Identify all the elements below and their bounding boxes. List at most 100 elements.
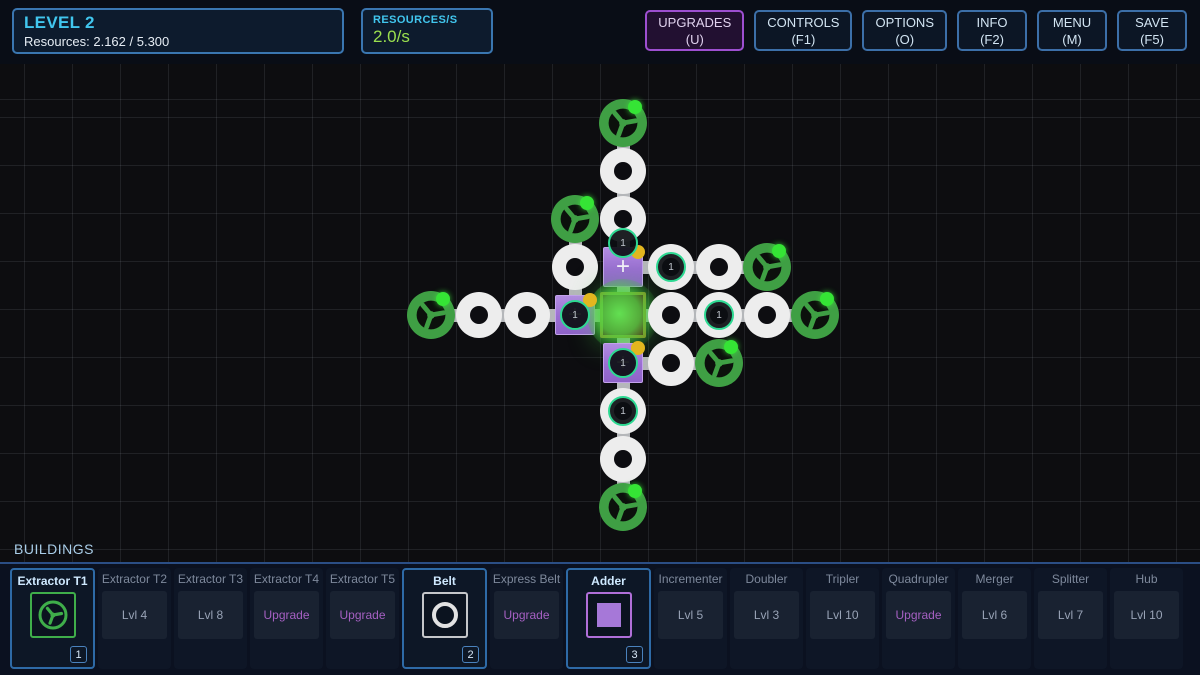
building-card-label: Extractor T1	[17, 574, 88, 588]
status-dot-green	[436, 292, 450, 306]
belt-tile[interactable]	[600, 436, 646, 482]
resource-item: 1	[704, 300, 734, 330]
upgrades-button-label: UPGRADES	[658, 14, 732, 30]
extractor-tile[interactable]	[695, 339, 743, 387]
upgrades-button-key: (U)	[685, 31, 704, 47]
status-dot-green	[724, 340, 738, 354]
adder-icon	[596, 603, 621, 627]
building-card-label: Extractor T4	[253, 572, 320, 586]
status-dot-green	[820, 292, 834, 306]
building-card-extractor-t2[interactable]: Extractor T2 Lvl 4	[98, 568, 171, 669]
building-card-tripler[interactable]: Tripler Lvl 10	[806, 568, 879, 669]
building-card-status: Lvl 10	[1114, 591, 1179, 639]
building-card-status: Upgrade	[330, 591, 395, 639]
resource-item: 1	[656, 252, 686, 282]
info-button-key: (F2)	[980, 31, 1004, 47]
info-button-label: INFO	[976, 14, 1008, 30]
belt-tile[interactable]	[552, 244, 598, 290]
extractor-icon	[38, 600, 67, 630]
resource-item: 1	[608, 396, 638, 426]
belt-tile[interactable]	[600, 148, 646, 194]
upgrades-button[interactable]: UPGRADES (U)	[645, 10, 745, 51]
building-card-extractor-t4[interactable]: Extractor T4 Upgrade	[250, 568, 323, 669]
building-card-status: Lvl 8	[178, 591, 243, 639]
building-card-doubler[interactable]: Doubler Lvl 3	[730, 568, 803, 669]
hub-glow	[587, 279, 659, 351]
building-cards: Extractor T1 1 Extractor T2 Lvl 4 Extractor …	[0, 564, 1200, 669]
belt-hole	[470, 306, 488, 324]
building-card-label: Extractor T2	[101, 572, 168, 586]
belt-hole	[518, 306, 536, 324]
resources-per-second-panel: RESOURCES/S 2.0/s	[361, 8, 493, 54]
building-card-label: Extractor T5	[329, 572, 396, 586]
building-card-extractor-t1[interactable]: Extractor T1 1	[10, 568, 95, 669]
building-card-label: Incrementer	[658, 572, 723, 586]
hotkey-badge: 1	[70, 646, 87, 663]
hotkey-badge: 3	[626, 646, 643, 663]
rps-label: RESOURCES/S	[373, 14, 458, 26]
resource-item: 1	[608, 228, 638, 258]
top-buttons: UPGRADES (U) CONTROLS (F1) OPTIONS (O) I…	[645, 10, 1187, 51]
top-bar: LEVEL 2 Resources: 2.162 / 5.300 RESOURC…	[0, 0, 1200, 64]
building-card-extractor-t5[interactable]: Extractor T5 Upgrade	[326, 568, 399, 669]
building-card-label: Quadrupler	[888, 572, 949, 586]
buildings-panel: Extractor T1 1 Extractor T2 Lvl 4 Extractor …	[0, 562, 1200, 675]
hub-tile[interactable]	[587, 279, 659, 351]
building-card-label: Belt	[433, 574, 456, 588]
options-button[interactable]: OPTIONS (O)	[862, 10, 947, 51]
belt-tile[interactable]	[696, 244, 742, 290]
belt-hole	[566, 258, 584, 276]
building-card-splitter[interactable]: Splitter Lvl 7	[1034, 568, 1107, 669]
menu-button[interactable]: MENU (M)	[1037, 10, 1107, 51]
hotkey-badge: 2	[462, 646, 479, 663]
building-card-belt[interactable]: Belt 2	[402, 568, 487, 669]
building-card-incrementer[interactable]: Incrementer Lvl 5	[654, 568, 727, 669]
menu-button-key: (M)	[1062, 31, 1082, 47]
options-button-label: OPTIONS	[875, 14, 934, 30]
belt-tile[interactable]	[504, 292, 550, 338]
building-card-status: Lvl 5	[658, 591, 723, 639]
resource-item: 1	[608, 348, 638, 378]
belt-tile[interactable]	[648, 340, 694, 386]
building-card-status: Upgrade	[886, 591, 951, 639]
buildings-section-title: BUILDINGS	[14, 541, 94, 557]
building-card-hub[interactable]: Hub Lvl 10	[1110, 568, 1183, 669]
save-button-key: (F5)	[1140, 31, 1164, 47]
building-card-label: Tripler	[825, 572, 860, 586]
belt-tile[interactable]	[744, 292, 790, 338]
status-dot-green	[628, 100, 642, 114]
belt-hole	[758, 306, 776, 324]
level-title: LEVEL 2	[24, 13, 95, 32]
level-panel: LEVEL 2 Resources: 2.162 / 5.300	[12, 8, 344, 54]
building-card-status: Lvl 7	[1038, 591, 1103, 639]
rps-value: 2.0/s	[373, 27, 410, 46]
building-card-extractor-t3[interactable]: Extractor T3 Lvl 8	[174, 568, 247, 669]
building-card-quadrupler[interactable]: Quadrupler Upgrade	[882, 568, 955, 669]
belt-hole	[662, 306, 680, 324]
plus-icon: +	[615, 253, 630, 280]
building-card-express-belt[interactable]: Express Belt Upgrade	[490, 568, 563, 669]
belt-hole	[614, 450, 632, 468]
controls-button[interactable]: CONTROLS (F1)	[754, 10, 853, 51]
save-button[interactable]: SAVE (F5)	[1117, 10, 1187, 51]
building-icon-box	[585, 592, 632, 638]
belt-tile[interactable]	[456, 292, 502, 338]
controls-button-label: CONTROLS	[767, 14, 840, 30]
belt-hole	[614, 162, 632, 180]
building-card-merger[interactable]: Merger Lvl 6	[958, 568, 1031, 669]
belt-hole	[662, 354, 680, 372]
belt-hole	[614, 210, 632, 228]
belt-tile[interactable]	[648, 292, 694, 338]
building-card-label: Adder	[591, 574, 626, 588]
building-card-status: Upgrade	[494, 591, 559, 639]
status-dot-green	[772, 244, 786, 258]
info-button[interactable]: INFO (F2)	[957, 10, 1027, 51]
building-card-label: Extractor T3	[177, 572, 244, 586]
building-card-label: Doubler	[745, 572, 788, 586]
building-card-adder[interactable]: Adder 3	[566, 568, 651, 669]
building-card-status: Lvl 10	[810, 591, 875, 639]
extractor-icon	[695, 339, 743, 387]
status-dot-yellow	[631, 341, 645, 355]
building-card-status: Lvl 6	[962, 591, 1027, 639]
save-button-label: SAVE	[1135, 14, 1169, 30]
